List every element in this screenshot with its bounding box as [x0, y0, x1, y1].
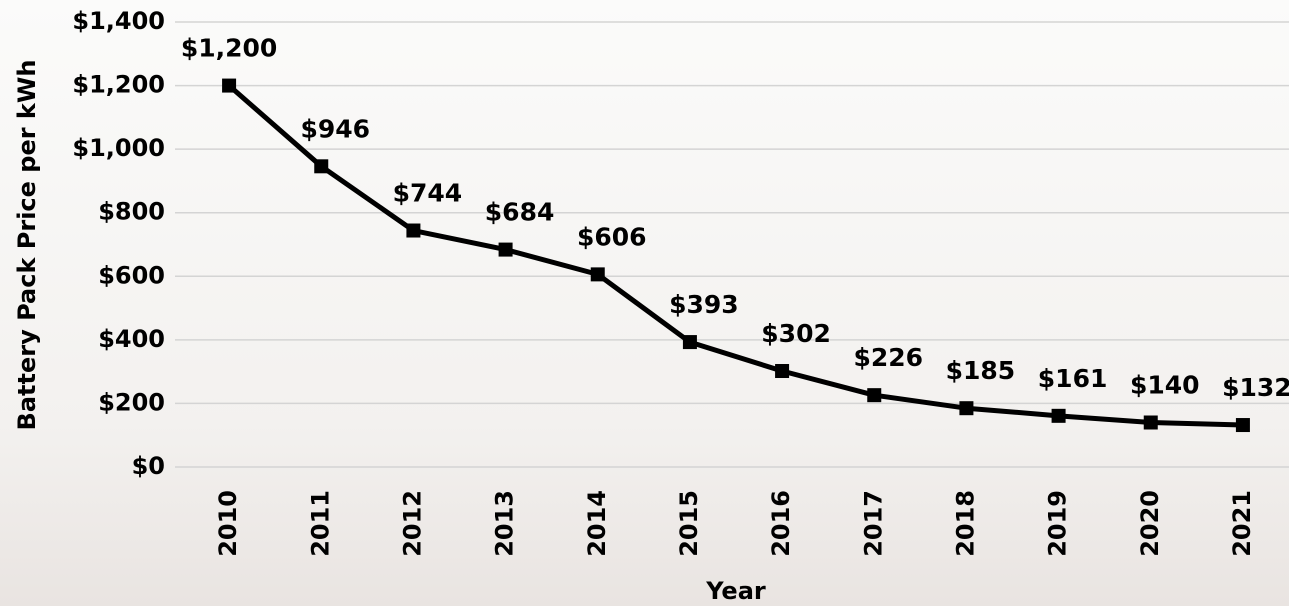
y-tick-label: $800	[98, 198, 165, 226]
x-tick-label: 2021	[1228, 490, 1256, 557]
marker	[683, 335, 697, 349]
marker	[591, 267, 605, 281]
data-label: $132	[1222, 373, 1289, 402]
marker	[1236, 418, 1250, 432]
x-tick-label: 2018	[951, 490, 979, 557]
y-tick-label: $1,400	[72, 7, 165, 35]
y-tick-label: $200	[98, 388, 165, 416]
x-tick-label: 2016	[767, 490, 795, 557]
x-tick-label: 2014	[583, 490, 611, 557]
marker	[959, 401, 973, 415]
data-label: $302	[761, 319, 831, 348]
data-label: $161	[1038, 364, 1108, 393]
marker	[1052, 409, 1066, 423]
marker	[499, 243, 513, 257]
x-tick-label: 2011	[306, 490, 334, 557]
marker	[314, 159, 328, 173]
chart: Battery Pack Price per kWh Year $0 $200 $4…	[0, 0, 1289, 606]
marker	[222, 79, 236, 93]
y-tick-label: $1,200	[72, 71, 165, 99]
x-tick-label: 2017	[859, 490, 887, 557]
x-tick-label: 2019	[1044, 490, 1072, 557]
x-axis-title: Year	[705, 577, 766, 605]
y-tick-label: $400	[98, 325, 165, 353]
data-label: $140	[1130, 371, 1200, 400]
x-tick-label: 2013	[491, 490, 519, 557]
y-axis-title: Battery Pack Price per kWh	[13, 60, 41, 431]
x-tick-label: 2020	[1136, 490, 1164, 557]
data-label: $606	[577, 222, 647, 251]
background	[0, 0, 1289, 606]
marker	[1144, 416, 1158, 430]
marker	[867, 388, 881, 402]
y-tick-label: $600	[98, 261, 165, 289]
y-tick-label: $1,000	[72, 134, 165, 162]
data-label: $226	[853, 343, 923, 372]
x-tick-label: 2012	[398, 490, 426, 557]
x-tick-label: 2015	[675, 490, 703, 557]
data-label: $684	[485, 198, 555, 227]
marker	[775, 364, 789, 378]
marker	[406, 224, 420, 238]
data-label: $1,200	[181, 34, 277, 63]
data-label: $946	[300, 114, 370, 143]
x-tick-label: 2010	[214, 490, 242, 557]
data-label: $393	[669, 290, 739, 319]
data-label: $744	[393, 179, 463, 208]
data-label: $185	[946, 356, 1016, 385]
y-tick-label: $0	[132, 452, 165, 480]
